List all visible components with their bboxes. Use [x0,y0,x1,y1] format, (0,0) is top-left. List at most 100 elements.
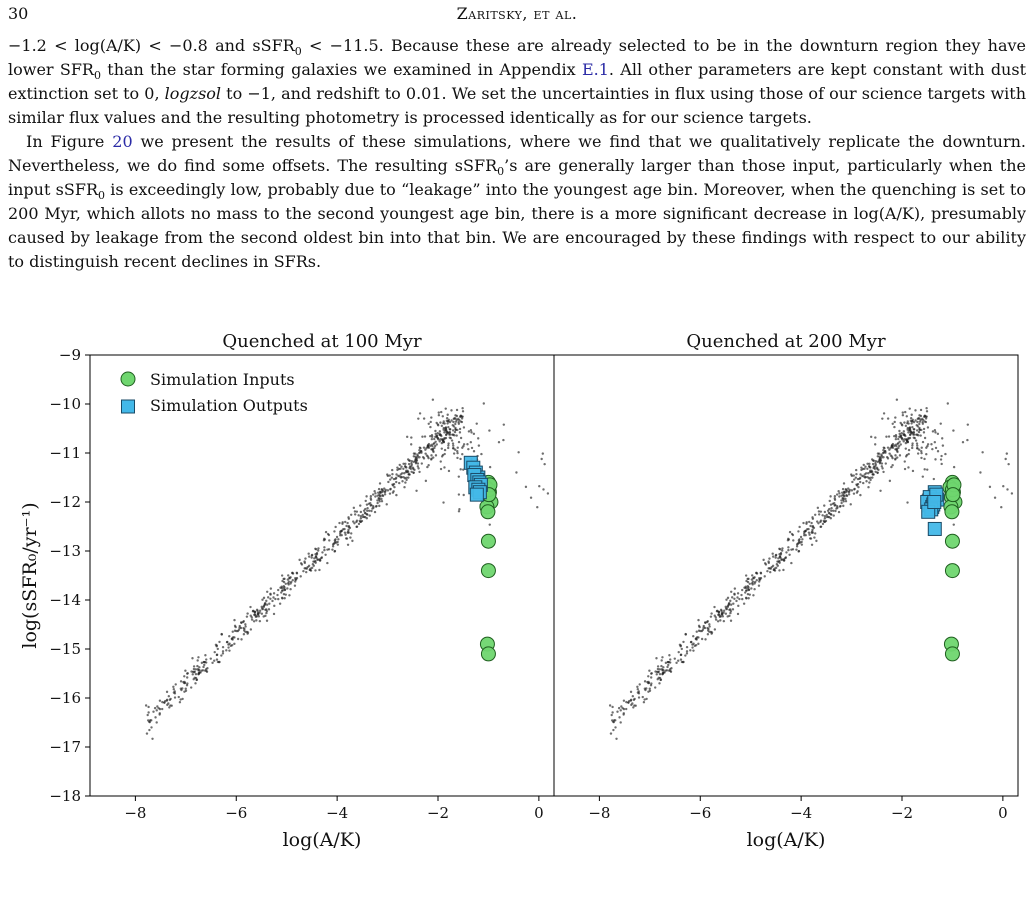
y-tick-label: −16 [49,689,81,707]
galaxy-point [266,596,270,599]
galaxy-point [923,457,926,461]
galaxy-point [669,658,672,661]
galaxy-point [667,663,670,667]
galaxy-point [391,483,394,486]
galaxy-point [871,476,874,479]
galaxy-point [908,436,912,440]
galaxy-point [178,701,182,704]
galaxy-point [439,467,443,471]
galaxy-point [249,605,252,609]
galaxy-point [185,676,189,679]
galaxy-point [867,472,870,475]
galaxy-point [719,619,722,622]
galaxy-point [726,596,730,600]
galaxy-point [811,528,814,531]
galaxy-point [267,608,271,611]
galaxy-point [658,668,662,671]
galaxy-point [843,491,846,495]
galaxy-point [425,454,429,457]
galaxy-point [378,498,381,501]
galaxy-point [740,593,743,597]
galaxy-point [454,428,457,431]
galaxy-point [627,701,630,704]
galaxy-point [359,517,363,520]
galaxy-point [541,452,545,455]
galaxy-point [244,623,247,626]
galaxy-point [359,515,363,518]
galaxy-point [321,551,324,554]
galaxy-point [700,637,704,641]
panel-title: Quenched at 200 Myr [686,331,886,352]
galaxy-point [355,510,359,513]
galaxy-point [798,538,801,541]
galaxy-point [855,472,858,476]
galaxy-point [147,711,150,714]
galaxy-point [787,546,790,549]
galaxy-point [376,494,379,497]
galaxy-point [191,673,194,676]
galaxy-point [896,450,899,454]
galaxy-point [897,444,901,448]
galaxy-point [186,672,189,675]
galaxy-point [378,504,381,508]
galaxy-point [280,591,283,594]
galaxy-point [407,462,411,466]
galaxy-point [265,599,268,603]
galaxy-point [350,513,353,516]
galaxy-point [832,509,835,512]
galaxy-point [316,558,320,561]
galaxy-point [366,507,369,510]
galaxy-point [326,561,329,565]
galaxy-point [631,695,635,698]
galaxy-point [282,577,285,581]
galaxy-point [817,522,820,525]
galaxy-point [888,452,891,455]
galaxy-point [444,407,447,410]
galaxy-point [891,456,894,460]
galaxy-point [184,669,187,672]
x-tick-label: −2 [427,804,449,822]
galaxy-point [517,451,520,454]
galaxy-point [225,649,228,652]
galaxy-point [191,670,195,674]
galaxy-point [914,409,917,412]
galaxy-point [801,538,804,541]
galaxy-point [837,490,840,493]
galaxy-point [380,497,383,501]
simulation-output-point [927,521,942,536]
galaxy-point [341,522,344,525]
galaxy-point [184,687,187,690]
galaxy-point [780,549,784,552]
galaxy-point [436,432,439,435]
galaxy-point [936,432,940,436]
galaxy-point [280,574,284,577]
galaxy-point [819,525,823,528]
galaxy-point [656,667,660,671]
galaxy-point [448,430,452,434]
galaxy-point [364,499,367,503]
galaxy-point [488,429,491,432]
galaxy-point [864,472,868,475]
galaxy-point [915,429,919,432]
galaxy-point [838,495,841,498]
galaxy-point [725,598,728,601]
galaxy-point [400,472,404,475]
galaxy-point [680,647,683,651]
galaxy-point [847,493,851,496]
galaxy-point [906,420,909,423]
galaxy-point [816,520,819,523]
galaxy-point [785,551,788,554]
galaxy-point [612,720,615,724]
galaxy-point [666,660,670,664]
cross-reference-link[interactable]: 20 [112,132,133,151]
galaxy-point [470,446,474,450]
galaxy-point [249,628,253,631]
galaxy-point [629,690,633,694]
galaxy-point [366,509,369,512]
galaxy-point [240,621,243,624]
galaxy-point [755,579,758,582]
galaxy-point [636,688,639,691]
galaxy-point [538,485,541,488]
galaxy-point [317,547,320,550]
cross-reference-link[interactable]: E.1 [581,60,609,79]
